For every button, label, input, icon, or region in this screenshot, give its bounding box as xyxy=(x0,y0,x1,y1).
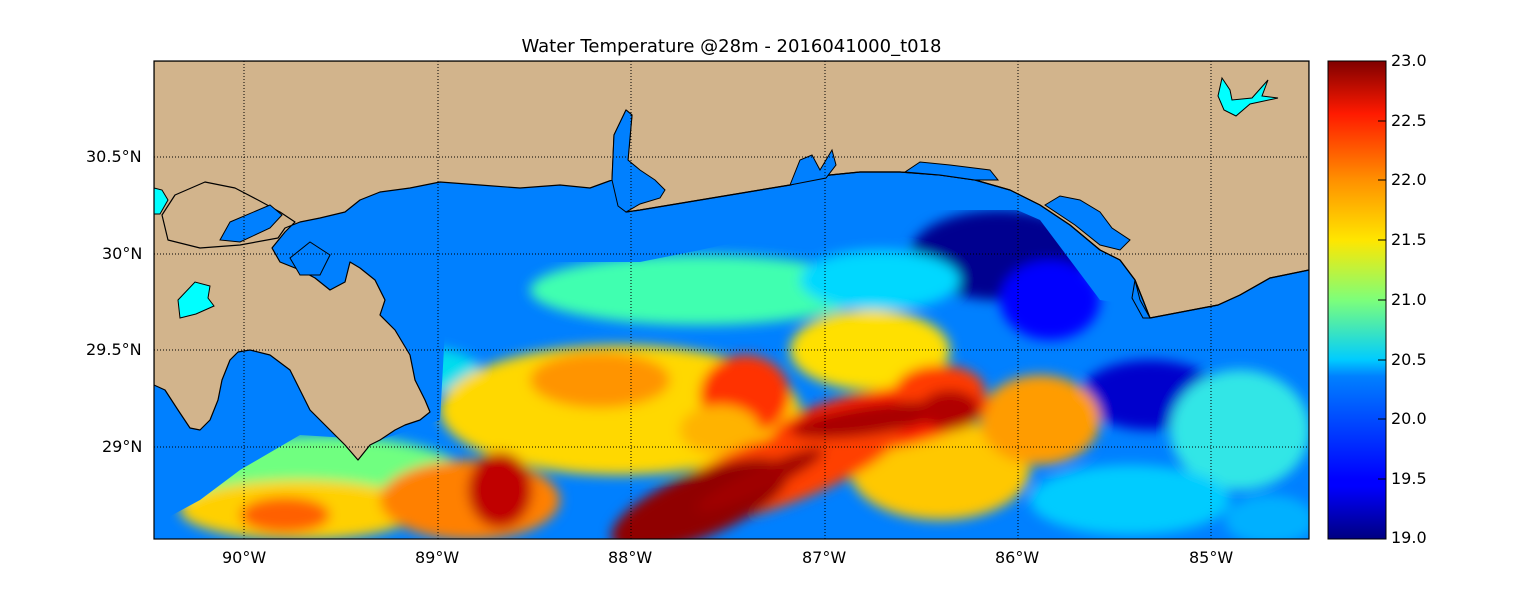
colorbar-ticks xyxy=(1378,60,1386,540)
pensacola-bay xyxy=(789,148,837,186)
gridlines xyxy=(154,61,1309,539)
longitude-label: 85°W xyxy=(1189,548,1234,567)
temperature-field xyxy=(170,210,1309,539)
colorbar-label: 21.5 xyxy=(1391,230,1427,249)
longitude-label: 86°W xyxy=(995,548,1040,567)
lake-borgne xyxy=(219,204,283,243)
mobile-bay xyxy=(611,109,666,213)
choctawhatchee-bay xyxy=(903,161,1000,181)
longitude-label: 89°W xyxy=(415,548,460,567)
colorbar-label: 23.0 xyxy=(1391,51,1427,70)
st-andrew-bay xyxy=(1044,195,1131,251)
latitude-label: 29°N xyxy=(102,437,143,456)
colorbar-label: 22.5 xyxy=(1391,111,1427,130)
colorbar-label: 20.5 xyxy=(1391,350,1427,369)
lake-left-edge xyxy=(154,187,169,215)
latitude-label: 29.5°N xyxy=(86,340,142,359)
colorbar-gradient xyxy=(1327,60,1387,540)
map-frame xyxy=(153,60,1310,540)
latitude-label: 30°N xyxy=(102,244,143,263)
longitude-label: 88°W xyxy=(608,548,653,567)
colorbar-label: 21.0 xyxy=(1391,290,1427,309)
longitude-label: 87°W xyxy=(802,548,847,567)
inland-water-ne xyxy=(1217,76,1279,117)
colorbar-label: 19.0 xyxy=(1391,528,1427,547)
breton-sound xyxy=(289,241,331,276)
longitude-label: 90°W xyxy=(222,548,267,567)
lake-pontchartrain xyxy=(177,281,215,319)
latitude-label: 30.5°N xyxy=(86,147,142,166)
apalachicola-bay xyxy=(1131,279,1151,319)
colorbar-label: 20.0 xyxy=(1391,409,1427,428)
map-title: Water Temperature @28m - 2016041000_t018 xyxy=(521,36,942,57)
colorbar-label: 22.0 xyxy=(1391,170,1427,189)
coastline xyxy=(625,171,1309,319)
colorbar-label: 19.5 xyxy=(1391,469,1427,488)
